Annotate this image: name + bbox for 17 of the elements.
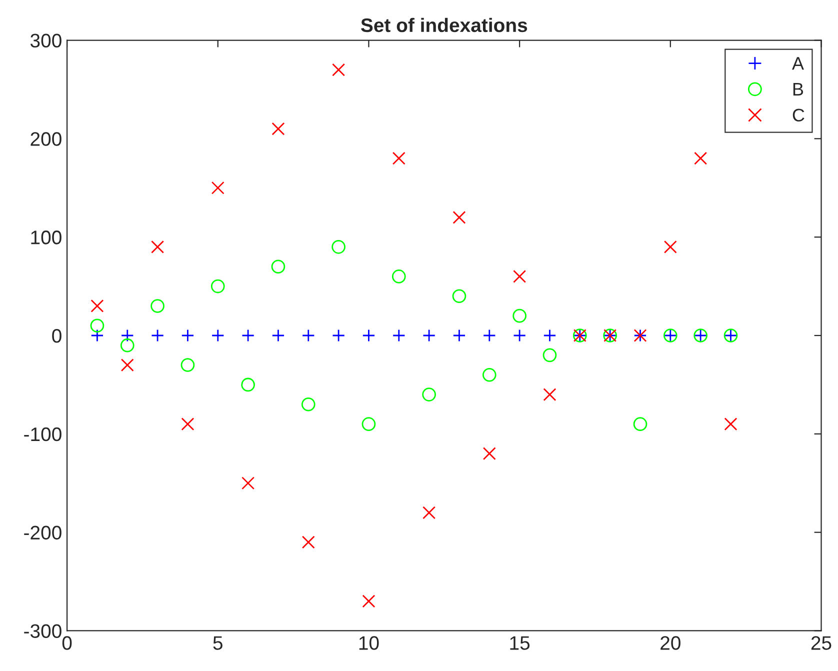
legend-label: B <box>793 83 804 96</box>
chart-title: Set of indexations <box>360 18 528 32</box>
x-tick-label: 5 <box>213 636 222 650</box>
x-tick-label: 15 <box>510 636 530 650</box>
x-tick-label: 0 <box>62 636 72 650</box>
y-tick-label: 300 <box>30 34 62 48</box>
x-tick-label: 20 <box>660 636 680 650</box>
y-tick-label: -300 <box>24 624 62 638</box>
y-tick-label: 100 <box>31 230 62 244</box>
legend-label: C <box>792 108 804 122</box>
x-tick-label: 25 <box>811 636 832 650</box>
y-tick-label: -100 <box>24 427 62 442</box>
legend-label: A <box>792 57 804 70</box>
y-tick-label: 200 <box>30 132 62 146</box>
x-tick-label: 10 <box>359 636 379 650</box>
y-tick-label: -200 <box>24 526 62 540</box>
y-tick-label: 0 <box>52 328 62 343</box>
